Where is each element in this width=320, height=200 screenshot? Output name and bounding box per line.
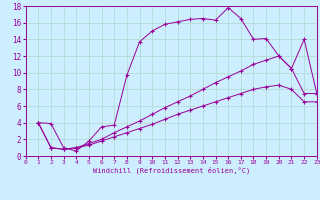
X-axis label: Windchill (Refroidissement éolien,°C): Windchill (Refroidissement éolien,°C): [92, 167, 250, 174]
